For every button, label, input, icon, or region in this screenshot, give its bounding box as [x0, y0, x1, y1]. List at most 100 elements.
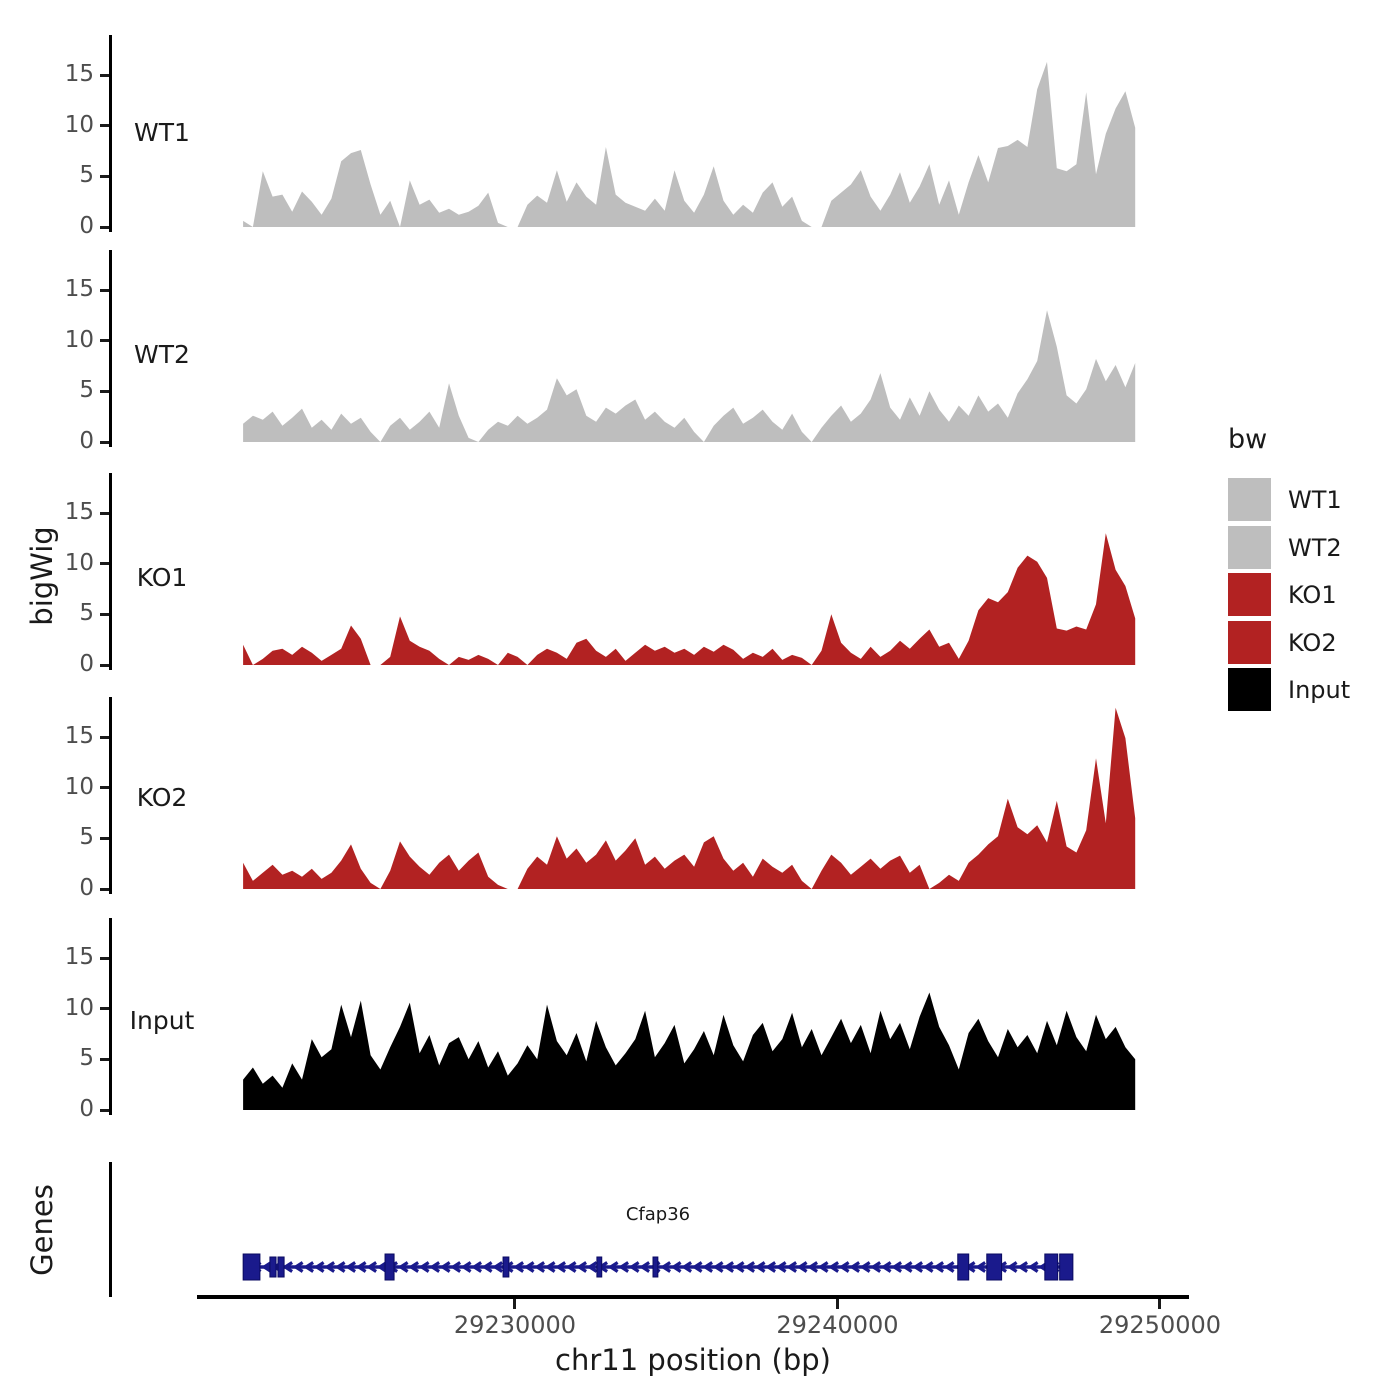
- y-tick-label: 10: [64, 773, 94, 800]
- y-tick-wt1: [100, 225, 109, 229]
- strand-arrow-icon: [450, 1261, 462, 1273]
- strand-arrow-icon: [586, 1261, 598, 1273]
- strand-arrow-icon: [744, 1261, 756, 1273]
- gene-exon: [502, 1256, 510, 1278]
- strand-arrow-icon: [880, 1261, 892, 1273]
- strand-arrow-icon: [670, 1261, 682, 1273]
- y-tick-label: 0: [79, 651, 94, 677]
- strand-arrow-icon: [471, 1261, 483, 1273]
- y-tick-label: 5: [79, 824, 94, 851]
- strand-arrow-icon: [376, 1261, 388, 1273]
- y-tick-ko2: [100, 735, 109, 739]
- strand-arrow-icon: [1027, 1261, 1039, 1273]
- gene-exon: [269, 1256, 277, 1278]
- strand-arrow-icon: [292, 1261, 304, 1273]
- legend-label-ko2: KO2: [1288, 629, 1337, 657]
- y-tick-ko1: [100, 511, 109, 515]
- y-tick-label: 15: [64, 944, 94, 971]
- gene-exon: [384, 1253, 395, 1281]
- strand-arrow-icon: [397, 1261, 409, 1273]
- legend-title: bw: [1228, 424, 1268, 455]
- strand-arrow-icon: [261, 1261, 273, 1273]
- y-tick-label: 0: [79, 428, 94, 454]
- y-tick-input: [100, 956, 109, 960]
- strand-arrow-icon: [859, 1261, 871, 1273]
- coverage-polygon-input: [243, 992, 1136, 1110]
- y-tick-label: 10: [64, 994, 94, 1021]
- strand-arrow-icon: [303, 1261, 315, 1273]
- strand-arrow-icon: [523, 1261, 535, 1273]
- y-tick-input: [100, 1108, 109, 1112]
- strand-arrow-icon: [534, 1261, 546, 1273]
- legend-swatch-wt1: [1228, 478, 1271, 521]
- y-axis-line-wt1: [109, 35, 112, 232]
- strand-arrow-icon: [639, 1261, 651, 1273]
- y-tick-label: 10: [64, 549, 94, 576]
- strand-arrow-icon: [460, 1261, 472, 1273]
- strand-arrow-icon: [807, 1261, 819, 1273]
- track-area-wt1: [243, 61, 1136, 228]
- legend-swatch-ko1: [1228, 573, 1271, 616]
- gene-exon: [957, 1253, 970, 1281]
- strand-arrow-icon: [492, 1261, 504, 1273]
- y-tick-ko2: [100, 836, 109, 840]
- strand-arrow-icon: [723, 1261, 735, 1273]
- y-tick-wt1: [100, 124, 109, 128]
- track-label-ko1: KO1: [136, 563, 188, 592]
- x-tick-label: 29240000: [776, 1311, 899, 1339]
- y-tick-wt2: [100, 389, 109, 393]
- strand-arrow-icon: [313, 1261, 325, 1273]
- strand-arrow-icon: [513, 1261, 525, 1273]
- strand-arrow-icon: [324, 1261, 336, 1273]
- strand-arrow-icon: [975, 1261, 987, 1273]
- legend-swatch-wt2: [1228, 526, 1271, 569]
- strand-arrow-icon: [439, 1261, 451, 1273]
- gene-exon: [652, 1256, 659, 1278]
- y-tick-label: 5: [79, 600, 94, 627]
- strand-arrow-icon: [408, 1261, 420, 1273]
- strand-arrow-icon: [838, 1261, 850, 1273]
- strand-arrow-icon: [565, 1261, 577, 1273]
- track-label-wt1: WT1: [134, 118, 190, 147]
- strand-arrow-icon: [628, 1261, 640, 1273]
- strand-arrow-icon: [334, 1261, 346, 1273]
- coverage-polygon-ko2: [243, 707, 1136, 889]
- y-tick-label: 10: [64, 111, 94, 138]
- y-tick-label: 15: [64, 61, 94, 88]
- strand-arrow-icon: [544, 1261, 556, 1273]
- strand-arrow-icon: [481, 1261, 493, 1273]
- genes-axis-line: [109, 1162, 112, 1297]
- y-tick-label: 0: [79, 875, 94, 901]
- y-tick-wt1: [100, 174, 109, 178]
- gene-exon: [242, 1253, 261, 1281]
- y-tick-input: [100, 1007, 109, 1011]
- gene-exon: [277, 1256, 285, 1278]
- legend-label-wt2: WT2: [1288, 534, 1342, 562]
- x-tick: [835, 1299, 839, 1309]
- gene-exon: [1059, 1253, 1074, 1281]
- strand-arrow-icon: [607, 1261, 619, 1273]
- y-tick-label: 5: [79, 162, 94, 189]
- legend-label-input: Input: [1288, 676, 1351, 704]
- x-tick-label: 29230000: [453, 1311, 577, 1339]
- x-axis-line: [197, 1295, 1189, 1299]
- strand-arrow-icon: [418, 1261, 430, 1273]
- strand-arrow-icon: [681, 1261, 693, 1273]
- strand-arrow-icon: [901, 1261, 913, 1273]
- legend-swatch-ko2: [1228, 621, 1271, 664]
- y-axis-line-input: [109, 918, 112, 1115]
- coverage-polygon-wt2: [243, 310, 1136, 442]
- track-label-wt2: WT2: [134, 340, 190, 369]
- strand-arrow-icon: [849, 1261, 861, 1273]
- gene-name-label: Cfap36: [625, 1204, 691, 1225]
- coverage-polygon-ko1: [243, 533, 1136, 665]
- strand-arrow-icon: [555, 1261, 567, 1273]
- strand-arrow-icon: [355, 1261, 367, 1273]
- track-area-ko1: [243, 533, 1136, 665]
- strand-arrow-icon: [922, 1261, 934, 1273]
- strand-arrow-icon: [817, 1261, 829, 1273]
- strand-arrow-icon: [618, 1261, 630, 1273]
- track-label-ko2: KO2: [136, 783, 188, 812]
- y-tick-label: 0: [79, 1096, 94, 1122]
